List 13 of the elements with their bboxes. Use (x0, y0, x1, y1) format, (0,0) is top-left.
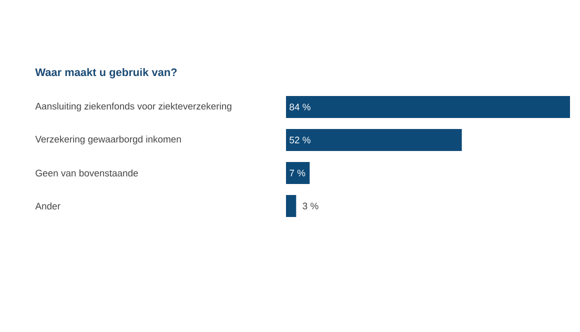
y-tick-label: Verzekering gewaarborgd inkomen (35, 136, 181, 144)
bar (286, 195, 296, 217)
text: Waar maakt u gebruik van? (35, 68, 177, 78)
y-tick-label: Geen van bovenstaande (36, 170, 138, 176)
data-label: 84 % (290, 104, 310, 110)
bar (286, 129, 462, 152)
bar (286, 96, 570, 118)
bar (286, 162, 310, 184)
data-label: 3 % (302, 202, 318, 210)
data-label: 7 % (290, 170, 306, 176)
y-tick-label: Aansluiting ziekenfonds voor ziekteverzekering (35, 102, 232, 112)
y-tick-label: Ander (35, 202, 60, 210)
data-label: 52 % (290, 136, 310, 144)
